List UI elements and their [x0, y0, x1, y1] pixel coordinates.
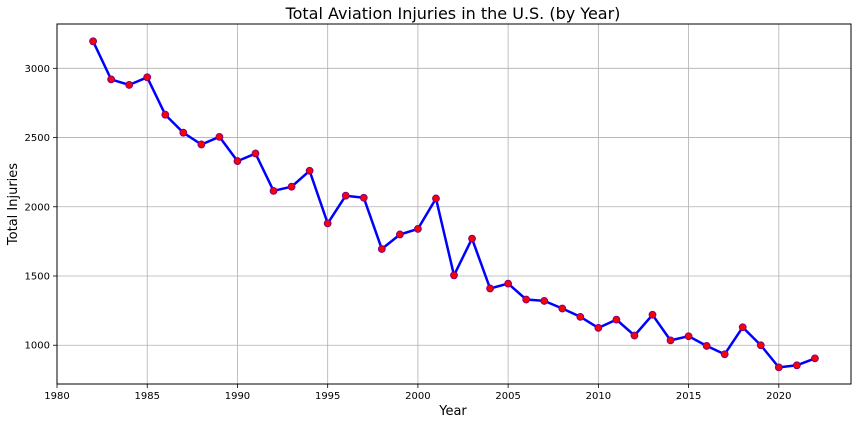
data-point: [792, 361, 801, 370]
data-point: [125, 81, 134, 89]
data-point: [504, 279, 513, 288]
data-point: [684, 332, 693, 341]
x-tick-label: 1995: [315, 391, 340, 402]
data-point: [432, 194, 440, 203]
data-point: [756, 341, 765, 350]
data-point: [702, 342, 711, 350]
data-point: [233, 157, 242, 165]
data-point: [468, 234, 476, 243]
data-point: [215, 132, 224, 141]
data-point: [359, 193, 368, 202]
data-point: [89, 37, 97, 46]
data-point: [107, 75, 116, 84]
data-point: [648, 310, 657, 319]
data-point: [630, 331, 639, 340]
data-point: [143, 73, 152, 82]
data-point: [287, 182, 296, 191]
plot-frame: [56, 23, 852, 385]
data-point: [414, 225, 422, 233]
data-point: [395, 230, 404, 239]
data-point: [540, 297, 549, 305]
series-line: [91, 40, 816, 369]
y-tick-label: 2000: [25, 202, 50, 213]
y-tick-label: 2500: [25, 133, 50, 144]
y-tick-label: 1000: [25, 341, 50, 352]
x-tick-label: 2010: [586, 391, 611, 402]
data-point: [612, 315, 621, 324]
data-point: [576, 312, 585, 321]
data-point: [558, 304, 567, 313]
data-point: [323, 219, 332, 228]
data-point: [179, 128, 188, 137]
x-axis-label: Year: [438, 404, 467, 419]
data-point: [811, 354, 819, 363]
x-tick-label: 2000: [405, 391, 430, 402]
y-tick-label: 3000: [25, 64, 50, 75]
x-tick-label: 1980: [44, 391, 69, 402]
x-tick-label: 2005: [495, 391, 520, 402]
data-point: [161, 110, 170, 119]
y-axis-label: Total Injuries: [6, 163, 21, 246]
data-point: [522, 295, 531, 304]
data-point: [720, 350, 729, 359]
tick-layer: 1980 1985 1990 1995 2000 2005 2010 2015 2020 1000…: [25, 64, 792, 402]
data-point: [594, 324, 603, 332]
data-point: [666, 336, 675, 345]
chart-title: Total Aviation Injuries in the U.S. (by …: [285, 4, 621, 23]
x-tick-label: 1990: [225, 391, 250, 402]
data-point: [450, 271, 458, 280]
data-point: [305, 166, 314, 175]
data-point: [269, 186, 278, 195]
data-point: [486, 284, 494, 293]
grid-layer: [56, 24, 851, 384]
data-point: [774, 363, 783, 372]
data-point: [738, 323, 747, 332]
data-point: [377, 245, 386, 253]
y-tick-label: 1500: [25, 272, 50, 283]
series-layer: [89, 37, 819, 372]
data-point: [197, 140, 206, 149]
data-point: [251, 149, 260, 158]
x-tick-label: 2020: [766, 391, 791, 402]
x-tick-label: 2015: [676, 391, 701, 402]
x-tick-label: 1985: [135, 391, 160, 402]
data-point: [341, 191, 350, 200]
